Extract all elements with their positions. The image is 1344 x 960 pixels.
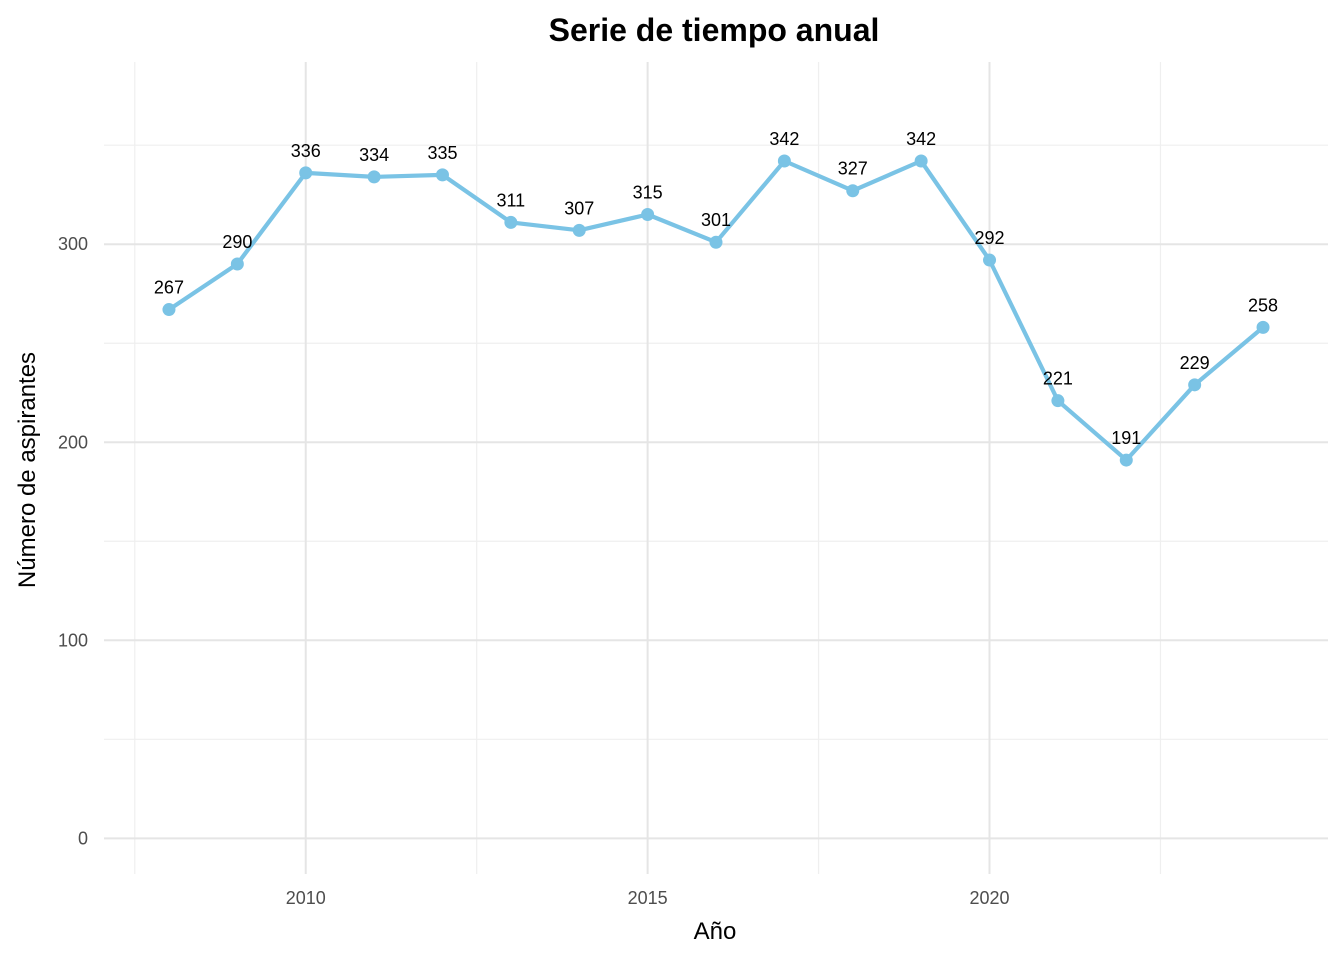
data-point: [435, 168, 449, 182]
data-label: 327: [838, 159, 868, 179]
data-point: [777, 154, 791, 168]
grid-lines: [104, 62, 1328, 874]
data-point: [1119, 453, 1133, 467]
data-point: [367, 170, 381, 184]
data-label: 267: [154, 278, 184, 298]
y-tick-label: 200: [58, 432, 88, 452]
data-point: [1051, 394, 1065, 408]
data-point: [230, 257, 244, 271]
data-point: [299, 166, 313, 180]
data-point: [983, 253, 997, 267]
y-axis-title: Número de aspirantes: [14, 352, 41, 588]
data-label: 258: [1248, 295, 1278, 315]
axis-ticks: 0 100 200 300 2010 2015 2020: [58, 234, 1010, 908]
data-label: 342: [769, 129, 799, 149]
data-label: 307: [564, 198, 594, 218]
data-label: 311: [497, 190, 526, 210]
x-tick-label: 2010: [286, 888, 326, 908]
chart-title: Serie de tiempo anual: [549, 12, 880, 48]
data-point: [914, 154, 928, 168]
data-point: [846, 184, 860, 198]
data-label: 342: [906, 129, 936, 149]
data-label: 335: [427, 143, 457, 163]
y-tick-label: 100: [58, 630, 88, 650]
series-line: [166, 158, 1266, 463]
x-tick-label: 2020: [969, 888, 1009, 908]
data-label: 191: [1111, 428, 1141, 448]
data-point: [1188, 378, 1202, 392]
data-label: 336: [291, 141, 321, 161]
data-label: 229: [1180, 353, 1210, 373]
data-point: [504, 215, 518, 229]
data-label: 315: [633, 182, 663, 202]
data-label: 221: [1043, 369, 1073, 389]
data-point: [1256, 320, 1270, 334]
data-point: [641, 207, 655, 221]
x-axis-title: Año: [694, 918, 737, 945]
y-tick-label: 300: [58, 234, 88, 254]
x-tick-label: 2015: [628, 888, 668, 908]
data-label: 290: [222, 232, 252, 252]
data-point: [572, 223, 586, 237]
data-point: [162, 303, 176, 317]
series-layer: [162, 154, 1270, 467]
data-label: 334: [359, 145, 389, 165]
data-label: 292: [974, 228, 1004, 248]
data-point: [709, 235, 723, 249]
y-tick-label: 0: [78, 828, 88, 848]
data-labels: 267 290 336 334 335 311 307 315 301 342 327 342 292 2…: [154, 129, 1278, 448]
data-label: 301: [701, 210, 731, 230]
